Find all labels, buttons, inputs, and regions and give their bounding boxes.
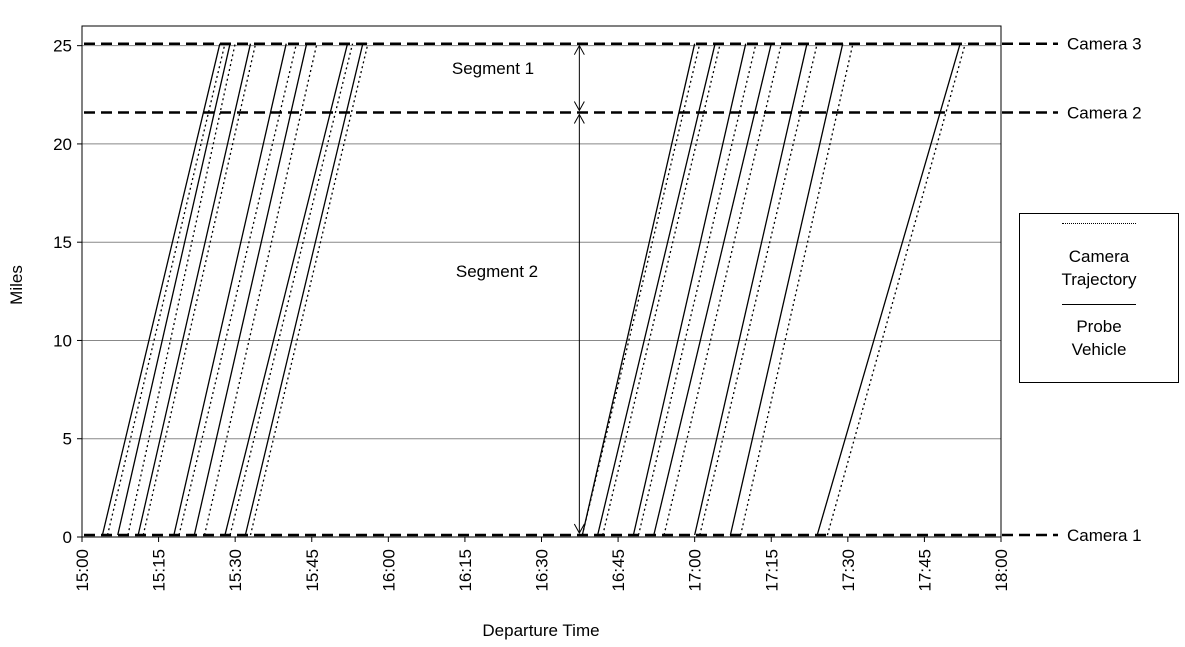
legend: Camera Trajectory Probe Vehicle bbox=[1019, 213, 1179, 383]
x-tick-label: 17:15 bbox=[762, 549, 781, 592]
x-axis-label: Departure Time bbox=[482, 621, 599, 640]
probe-trajectory bbox=[224, 43, 349, 536]
x-tick-label: 15:00 bbox=[73, 549, 92, 592]
probe-trajectory bbox=[816, 43, 961, 536]
y-tick-label: 15 bbox=[53, 233, 72, 252]
segment-label: Segment 2 bbox=[456, 262, 538, 281]
probe-trajectory bbox=[597, 43, 716, 536]
camera-trajectory bbox=[739, 43, 854, 536]
camera-trajectory bbox=[142, 43, 257, 536]
legend-dotted-line bbox=[1062, 223, 1136, 224]
axes: 0 5 10 15 20 25 15:00 15:15 15:30 15:45 16:00 16:15… bbox=[53, 25, 1011, 592]
probe-trajectory bbox=[694, 43, 808, 536]
y-tick-label: 25 bbox=[53, 37, 72, 56]
x-tick-label: 15:30 bbox=[226, 549, 245, 592]
arrow-head-down bbox=[573, 523, 585, 535]
probe-trajectory bbox=[101, 43, 221, 536]
probe-trajectory bbox=[137, 43, 252, 536]
x-tick-label: 17:00 bbox=[686, 549, 705, 592]
probe-trajectory bbox=[244, 43, 364, 536]
legend-probe-label-1: Probe bbox=[1076, 317, 1122, 336]
y-axis-label: Miles bbox=[7, 265, 26, 305]
probe-trajectory bbox=[653, 43, 772, 536]
camera-label: Camera 3 bbox=[1067, 35, 1142, 54]
camera-trajectory bbox=[602, 43, 721, 536]
y-tick-label: 20 bbox=[53, 135, 72, 154]
probe-trajectory bbox=[632, 43, 747, 536]
plot-frame bbox=[81, 25, 1002, 538]
x-tick-label: 18:00 bbox=[992, 549, 1011, 592]
camera-reference-lines: Camera 1 Camera 2 Camera 3 bbox=[84, 35, 1142, 545]
camera-trajectory bbox=[699, 43, 818, 536]
camera-trajectory bbox=[229, 43, 354, 536]
trajectory-layer bbox=[101, 43, 966, 536]
camera-trajectory bbox=[127, 43, 236, 536]
arrow-head-down bbox=[573, 101, 585, 112]
arrow-head-up bbox=[573, 113, 585, 124]
probe-trajectory bbox=[173, 43, 287, 536]
probe-trajectory bbox=[581, 43, 696, 536]
legend-camera-label-1: Camera bbox=[1068, 247, 1130, 266]
x-tick-label: 16:00 bbox=[379, 549, 398, 592]
camera-trajectory bbox=[663, 43, 783, 536]
y-tick-label: 5 bbox=[63, 430, 72, 449]
legend-solid-line bbox=[1062, 304, 1136, 305]
x-tick-label: 17:30 bbox=[839, 549, 858, 592]
camera-trajectory bbox=[826, 43, 966, 536]
legend-camera-label-2: Trajectory bbox=[1061, 270, 1137, 289]
camera-trajectory bbox=[106, 43, 226, 536]
camera-label: Camera 1 bbox=[1067, 526, 1142, 545]
x-tick-label: 15:45 bbox=[303, 549, 322, 592]
segment-label: Segment 1 bbox=[452, 59, 534, 78]
probe-trajectory bbox=[193, 43, 308, 536]
x-tick-label: 16:30 bbox=[533, 549, 552, 592]
arrow-head-up bbox=[573, 44, 585, 55]
y-tick-label: 10 bbox=[53, 331, 72, 350]
grid-layer bbox=[82, 45, 1001, 440]
x-tick-label: 15:15 bbox=[150, 549, 169, 592]
camera-trajectory bbox=[203, 43, 318, 536]
x-tick-label: 16:15 bbox=[456, 549, 475, 592]
probe-trajectory bbox=[729, 43, 844, 536]
x-tick-label: 16:45 bbox=[609, 549, 628, 592]
x-tick-label: 17:45 bbox=[915, 549, 934, 592]
camera-trajectory bbox=[249, 43, 369, 536]
y-tick-label: 0 bbox=[63, 528, 72, 547]
segment-annotations: Segment 1 Segment 2 bbox=[452, 44, 585, 535]
camera-trajectory bbox=[178, 43, 298, 536]
camera-trajectory bbox=[581, 43, 701, 536]
camera-label: Camera 2 bbox=[1067, 103, 1142, 122]
legend-probe-label-2: Vehicle bbox=[1071, 340, 1127, 359]
probe-trajectory bbox=[117, 43, 231, 536]
camera-trajectory bbox=[637, 43, 757, 536]
